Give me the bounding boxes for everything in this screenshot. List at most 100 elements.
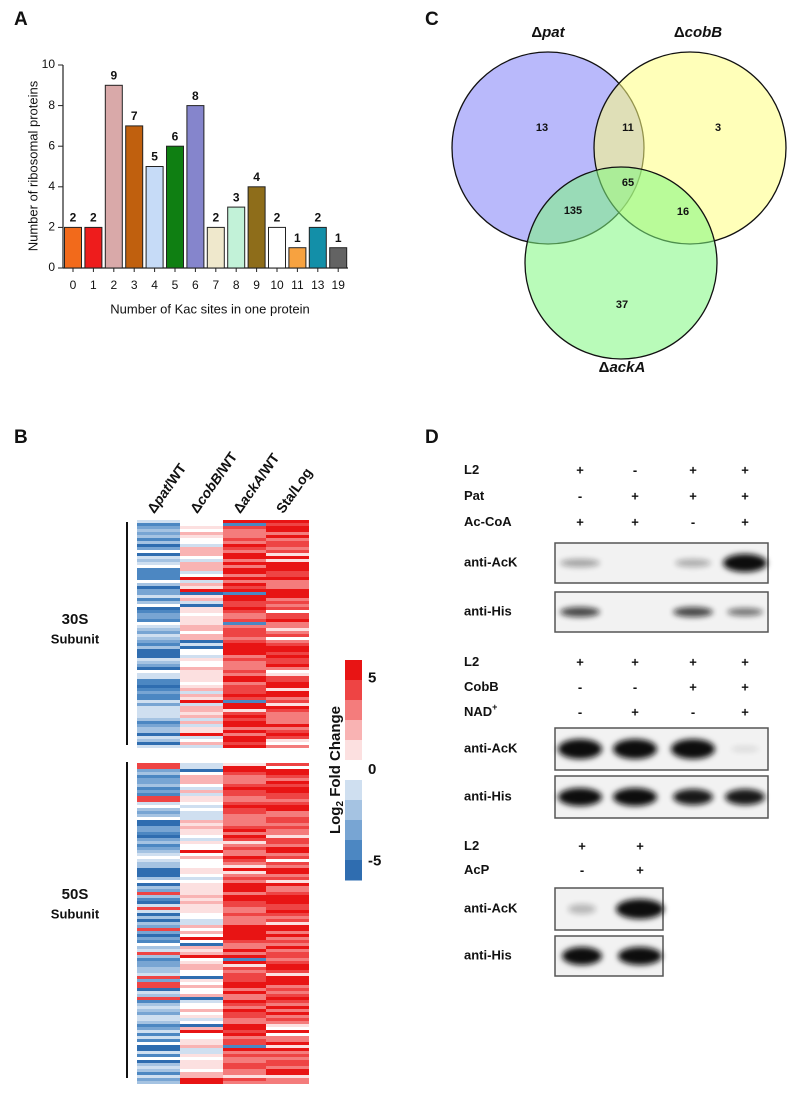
heatmap-row: [223, 856, 266, 859]
heatmap-row: [137, 709, 180, 712]
heatmap-row: [137, 625, 180, 628]
heatmap-row: [137, 889, 180, 892]
text-part: Fold Change: [327, 706, 344, 801]
heatmap-row: [223, 826, 266, 829]
heatmap-row: [137, 688, 180, 691]
heatmap-row: [137, 988, 180, 991]
heatmap-row: [223, 946, 266, 949]
heatmap-row: [266, 547, 309, 550]
heatmap-row: [180, 685, 223, 688]
heatmap-row: [180, 904, 223, 907]
heatmap-row: [266, 1003, 309, 1006]
text-part: ackA: [609, 359, 645, 376]
heatmap-row: [137, 541, 180, 544]
antibody-label: anti-AcK: [464, 900, 518, 915]
heatmap-row: [180, 880, 223, 883]
heatmap-row: [180, 526, 223, 529]
x-tick-label: 0: [70, 278, 77, 292]
heatmap-row: [223, 721, 266, 724]
condition-label: AcP: [464, 862, 490, 877]
heatmap-row: [180, 637, 223, 640]
heatmap-row: [266, 655, 309, 658]
heatmap-row: [266, 703, 309, 706]
heatmap-row: [266, 991, 309, 994]
venn-set-label: ΔcobB: [674, 24, 722, 41]
heatmap-row: [137, 787, 180, 790]
colorbar-tick-label: -5: [368, 853, 381, 870]
heatmap-row: [180, 790, 223, 793]
heatmap-row: [266, 835, 309, 838]
heatmap-row: [180, 1045, 223, 1048]
heatmap-row: [137, 850, 180, 853]
heatmap-row: [223, 973, 266, 976]
heatmap-row: [223, 583, 266, 586]
heatmap-row: [223, 1009, 266, 1012]
heatmap-row: [137, 763, 180, 766]
heatmap-row: [266, 523, 309, 526]
group-label: 30S: [62, 611, 89, 628]
bar: [104, 84, 123, 269]
heatmap-row: [137, 568, 180, 571]
heatmap-row: [137, 928, 180, 931]
x-tick-label: 8: [233, 278, 240, 292]
heatmap-row: [223, 1063, 266, 1066]
condition-sign: +: [741, 488, 749, 503]
heatmap-row: [223, 670, 266, 673]
heatmap-row: [180, 958, 223, 961]
heatmap-row: [137, 985, 180, 988]
heatmap-row: [137, 799, 180, 802]
heatmap-row: [223, 841, 266, 844]
heatmap-row: [180, 718, 223, 721]
heatmap-row: [137, 604, 180, 607]
heatmap-row: [180, 1000, 223, 1003]
heatmap-row: [137, 634, 180, 637]
text-part: +: [492, 702, 497, 712]
bar: [227, 206, 246, 269]
column-label: Sta/Log: [272, 465, 315, 516]
bar: [186, 105, 205, 269]
heatmap-row: [137, 766, 180, 769]
heatmap-row: [180, 976, 223, 979]
heatmap-row: [180, 640, 223, 643]
bar: [268, 226, 286, 269]
heatmap-row: [223, 727, 266, 730]
heatmap-row: [137, 586, 180, 589]
heatmap-row: [137, 1060, 180, 1063]
venn-count: 65: [622, 177, 634, 189]
heatmap-row: [223, 733, 266, 736]
heatmap-row: [137, 739, 180, 742]
value-label: 2: [70, 211, 77, 225]
heatmap-row: [180, 826, 223, 829]
heatmap-row: [266, 595, 309, 598]
heatmap-row: [137, 1042, 180, 1045]
heatmap-row: [223, 901, 266, 904]
heatmap-row: [180, 892, 223, 895]
heatmap-row: [266, 895, 309, 898]
heatmap-row: [266, 775, 309, 778]
heatmap-row: [137, 553, 180, 556]
condition-sign: +: [636, 838, 644, 853]
heatmap-row: [137, 907, 180, 910]
heatmap-row: [137, 1009, 180, 1012]
condition-sign: -: [633, 462, 637, 477]
heatmap-row: [266, 628, 309, 631]
heatmap-row: [180, 907, 223, 910]
heatmap-row: [180, 1078, 223, 1081]
heatmap-row: [266, 787, 309, 790]
heatmap-row: [266, 1012, 309, 1015]
text-part: NAD: [464, 704, 492, 719]
heatmap-row: [137, 1039, 180, 1042]
heatmap-row: [266, 682, 309, 685]
heatmap-row: [180, 1075, 223, 1078]
heatmap-row: [180, 703, 223, 706]
heatmap-row: [180, 1069, 223, 1072]
heatmap-row: [180, 559, 223, 562]
heatmap-row: [137, 613, 180, 616]
heatmap-row: [137, 1027, 180, 1030]
heatmap-row: [266, 670, 309, 673]
heatmap-row: [137, 784, 180, 787]
heatmap-row: [180, 970, 223, 973]
heatmap-row: [180, 733, 223, 736]
heatmap-row: [223, 1072, 266, 1075]
heatmap-row: [266, 877, 309, 880]
